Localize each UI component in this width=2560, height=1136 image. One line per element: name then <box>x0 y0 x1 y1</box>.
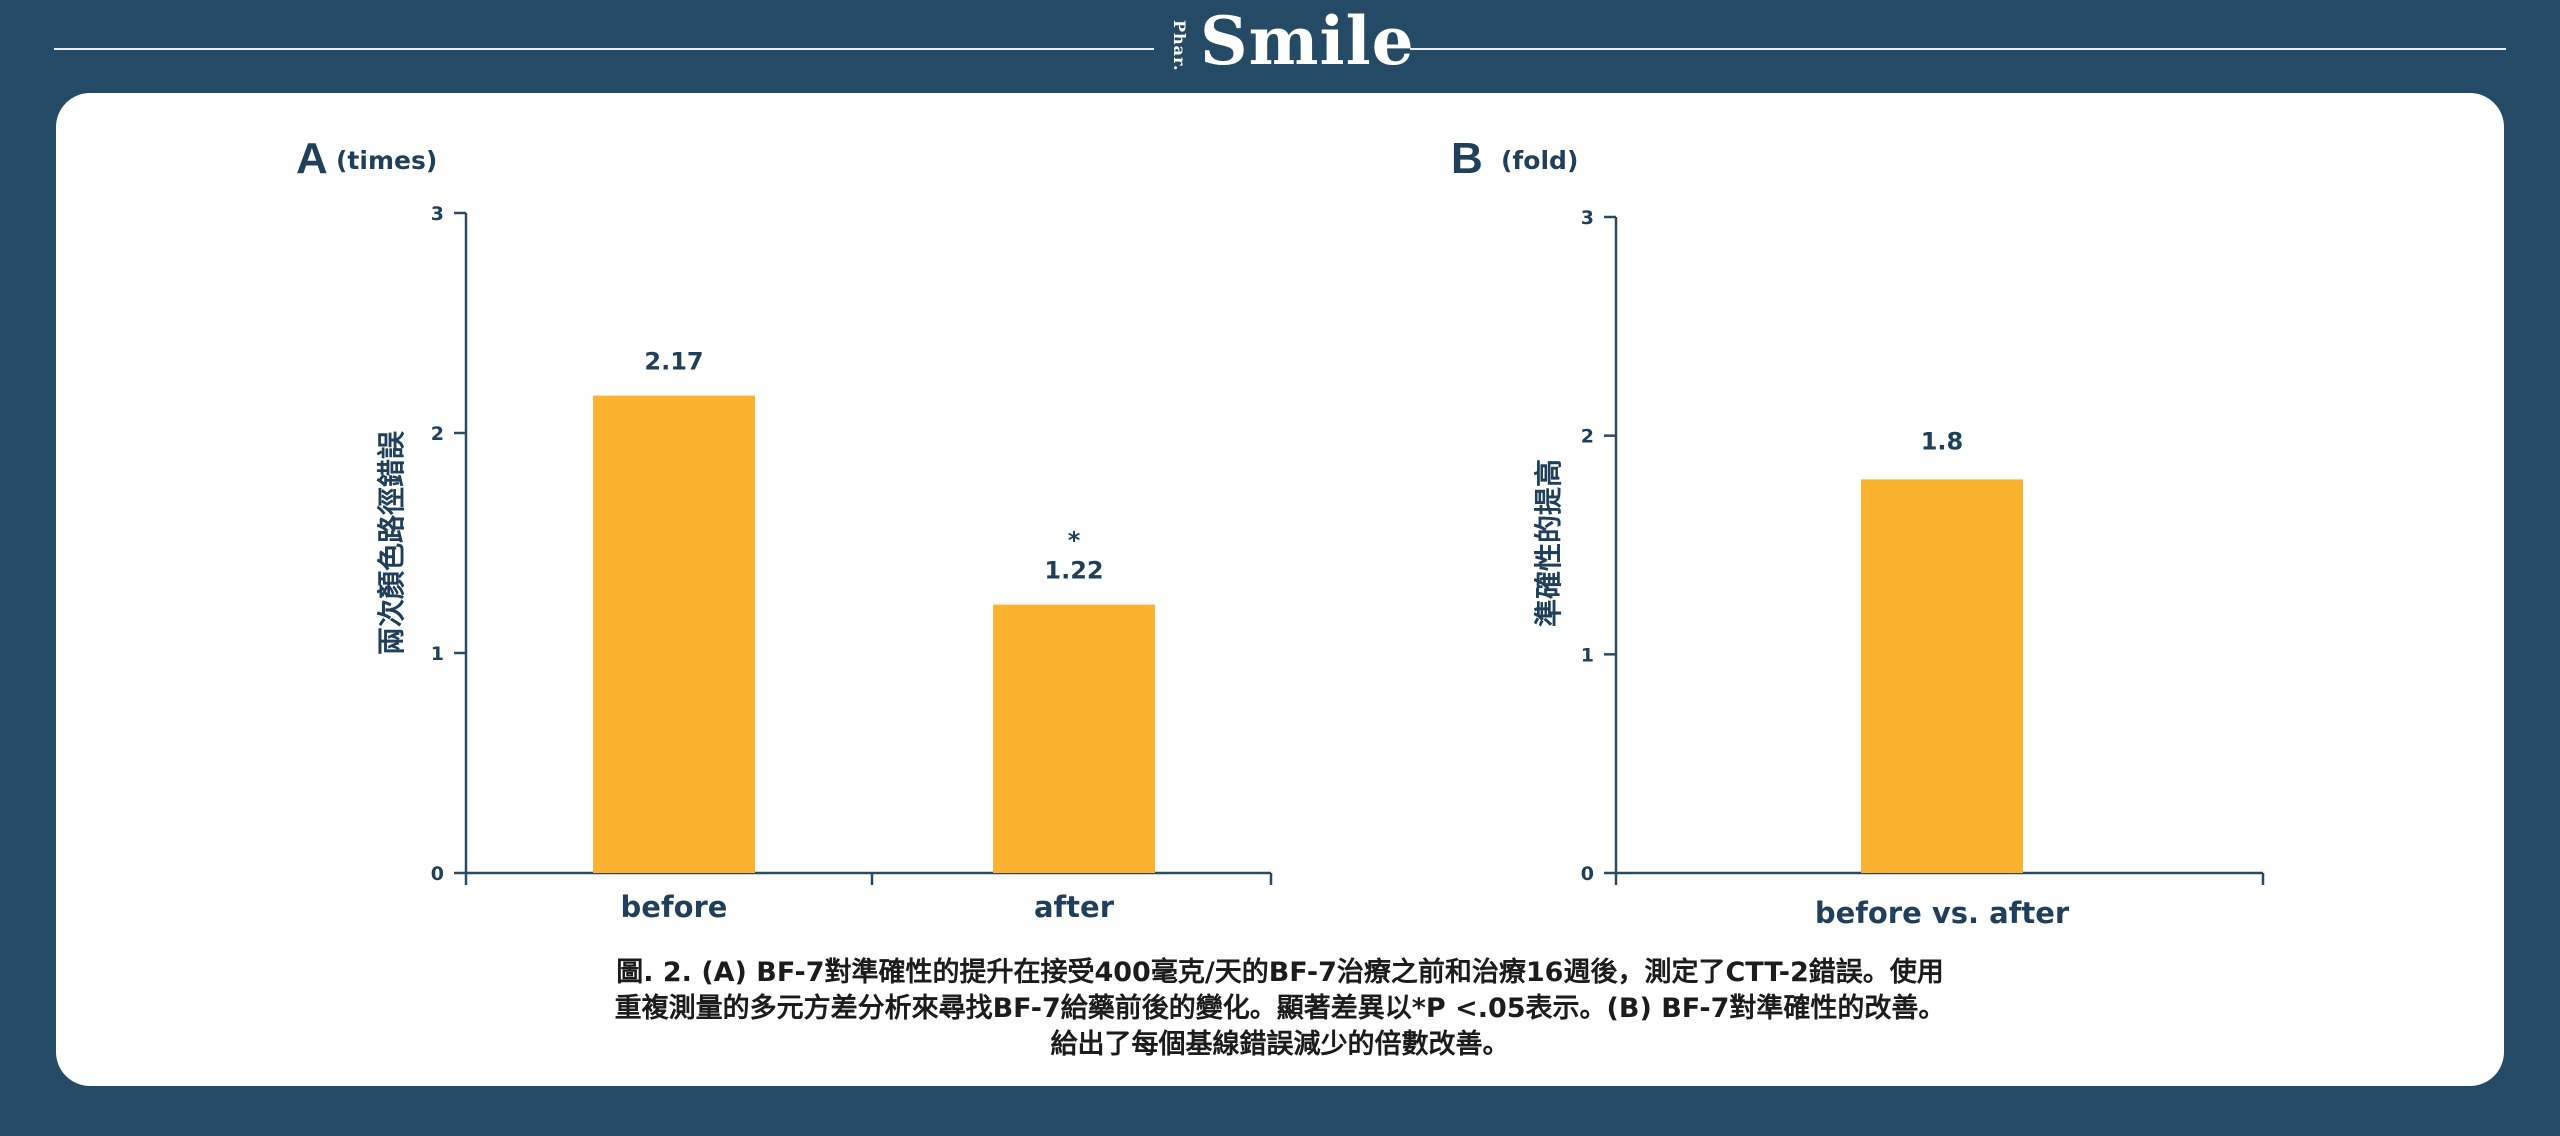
bar-value-label: 2.17 <box>644 348 703 376</box>
panel-letter: A <box>296 134 328 183</box>
y-tick-label: 0 <box>431 863 444 885</box>
bar-after <box>993 604 1155 873</box>
figure-card: A (times) 0 1 2 3 兩次顏色路徑錯誤 2.17 before 1.22 * after… <box>56 93 2504 1086</box>
y-tick-label: 2 <box>431 423 444 445</box>
chart-area: A (times) 0 1 2 3 兩次顏色路徑錯誤 2.17 before 1.22* after… <box>296 134 2265 930</box>
caption-line-3: 給出了每個基線錯誤減少的倍數改善。 <box>1050 1029 1510 1060</box>
header-line-right <box>1410 48 2506 50</box>
bar-before <box>593 395 755 873</box>
bar-before-vs-after <box>1861 479 2023 873</box>
figure-caption: 圖. 2. (A) BF-7對準確性的提升在接受400毫克/天的BF-7治療之前… <box>56 955 2504 1063</box>
y-tick-label: 0 <box>1581 863 1594 885</box>
y-axis-title: 準確性的提高 <box>1532 459 1565 627</box>
y-axis-title: 兩次顏色路徑錯誤 <box>375 430 408 655</box>
y-tick-label: 2 <box>1581 426 1594 448</box>
panel-unit: (fold) <box>1501 146 1578 175</box>
y-tick-label: 1 <box>431 643 444 665</box>
caption-line-2: 重複測量的多元方差分析來尋找BF-7給藥前後的變化。顯著差異以*P <.05表示… <box>614 993 1946 1024</box>
panel-unit: (times) <box>336 146 437 175</box>
y-tick-label: 3 <box>1581 207 1594 229</box>
caption-line-1: 圖. 2. (A) BF-7對準確性的提升在接受400毫克/天的BF-7治療之前… <box>616 957 1944 988</box>
y-tick-label: 3 <box>431 203 444 225</box>
bar-value-label: 1.22 <box>1044 557 1103 585</box>
y-tick-label: 1 <box>1581 644 1594 666</box>
category-label: before vs. after <box>1815 896 2070 930</box>
brand-logo: Phar. Smile <box>1170 2 1414 88</box>
brand-name: Smile <box>1200 2 1415 80</box>
bar-value-label: 1.8 <box>1921 427 1964 455</box>
category-label: after <box>1034 890 1115 924</box>
significance-marker: * <box>1068 527 1081 555</box>
brand-small-text: Phar. <box>1170 20 1189 72</box>
panel-letter: B <box>1451 134 1483 183</box>
header-line-left <box>54 48 1154 50</box>
category-label: before <box>621 890 728 924</box>
